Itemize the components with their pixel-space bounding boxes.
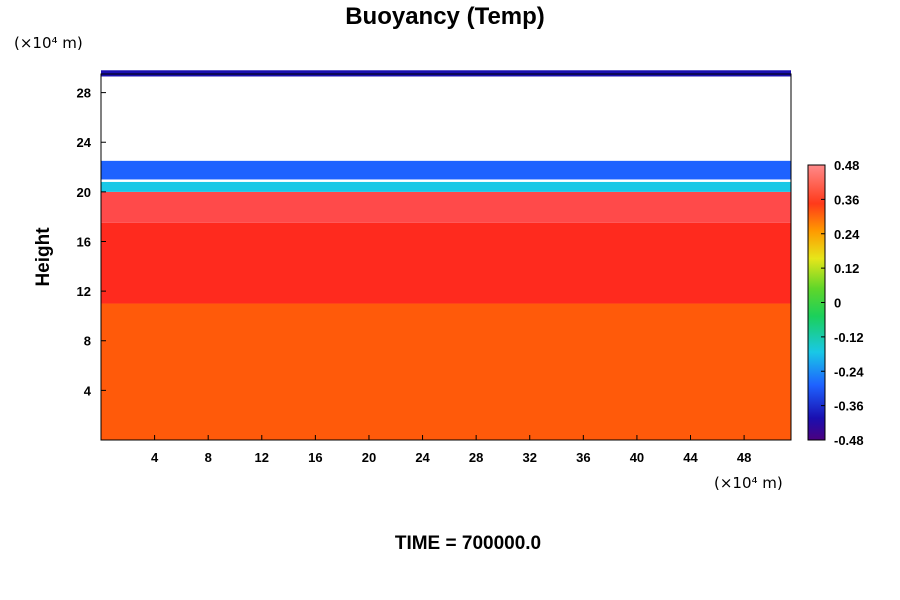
x-tick-label: 20: [362, 450, 376, 465]
band: [101, 70, 791, 77]
x-axis: 4 8 12 16 20 24 28 32 36 40 44 48: [151, 435, 751, 465]
band: [101, 303, 791, 440]
plot-area: [100, 70, 792, 441]
y-tick-label: 24: [77, 135, 92, 150]
plot-frame: [100, 73, 792, 441]
y-tick-label: 4: [84, 383, 92, 398]
y-tick-label: 20: [77, 185, 91, 200]
colorbar-tick-label: -0.12: [834, 330, 864, 345]
y-axis-label: Height: [33, 227, 54, 287]
x-tick-label: 32: [523, 450, 537, 465]
colorbar-tick-label: -0.24: [834, 364, 864, 379]
y-tick-label: 12: [77, 284, 91, 299]
x-tick-label: 28: [469, 450, 483, 465]
band-layer: [101, 70, 791, 440]
colorbar-tick-label: 0.48: [834, 158, 859, 173]
x-tick-label: 44: [683, 450, 698, 465]
y-tick-label: 8: [84, 334, 91, 349]
y-unit-label: (×10⁴ m): [14, 34, 83, 52]
x-tick-label: 40: [630, 450, 644, 465]
colorbar-tick-label: -0.48: [834, 433, 864, 448]
colorbar-tick-label: 0.12: [834, 261, 859, 276]
colorbar-tick-label: 0.36: [834, 192, 859, 207]
x-tick-label: 12: [255, 450, 269, 465]
colorbar-tick-label: -0.36: [834, 399, 864, 414]
x-tick-label: 4: [151, 450, 159, 465]
y-axis: 4 8 12 16 20 24 28: [77, 86, 106, 398]
colorbar: 0.48 0.36 0.24 0.12 0 -0.12 -0.24 -0.36 -0.48: [807, 158, 864, 448]
time-label: TIME = 700000.0: [395, 533, 541, 554]
x-tick-label: 24: [415, 450, 430, 465]
y-tick-label: 28: [77, 86, 91, 101]
x-tick-label: 8: [205, 450, 212, 465]
colorbar-tick-label: 0.24: [834, 227, 860, 242]
colorbar-ticks: 0.48 0.36 0.24 0.12 0 -0.12 -0.24 -0.36 -0.48: [821, 158, 864, 448]
chart-title: Buoyancy (Temp): [345, 3, 545, 30]
band: [101, 222, 791, 304]
x-unit-label: (×10⁴ m): [714, 474, 783, 492]
x-tick-label: 36: [576, 450, 590, 465]
y-tick-label: 16: [77, 234, 91, 249]
x-tick-label: 48: [737, 450, 751, 465]
band: [101, 191, 791, 223]
band: [101, 160, 791, 180]
band: [101, 181, 791, 192]
x-tick-label: 16: [308, 450, 322, 465]
colorbar-tick-label: 0: [834, 296, 841, 311]
